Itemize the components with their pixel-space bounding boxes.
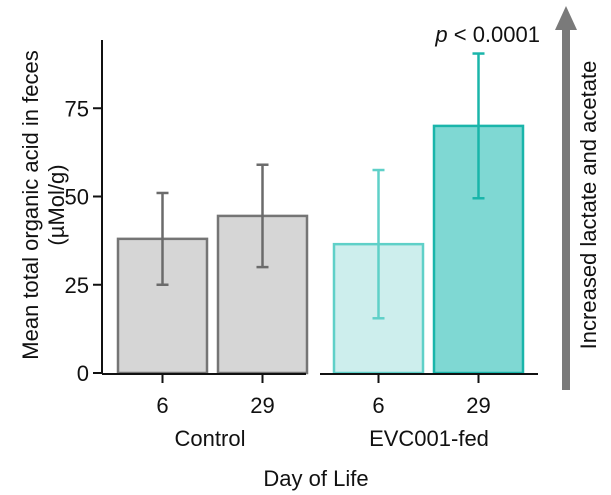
- x-axis-label: Day of Life: [263, 466, 368, 491]
- arrow-head-icon: [555, 6, 577, 30]
- x-tick-label: 6: [156, 393, 168, 418]
- x-tick-label: 29: [250, 393, 274, 418]
- x-tick-label: 29: [466, 393, 490, 418]
- increase-arrow: [555, 6, 577, 390]
- group-label: EVC001-fed: [369, 426, 489, 451]
- error-bars-layer: [156, 52, 485, 320]
- y-tick-label: 25: [65, 273, 89, 298]
- y-tick-label: 75: [65, 96, 89, 121]
- y-axis-ticks: 0 25 50 75: [65, 96, 102, 386]
- x-tick-label: 6: [372, 393, 384, 418]
- y-axis-label: Mean total organic acid in feces: [18, 50, 43, 359]
- p-value-annotation: p < 0.0001: [434, 22, 540, 47]
- x-axis: Control 6 29 EVC001-fed 6 29: [102, 373, 538, 451]
- y-tick-label: 50: [65, 185, 89, 210]
- y-tick-label: 0: [77, 361, 89, 386]
- bars-layer: [116, 124, 525, 375]
- y-axis-label-unit: (µMol/g): [44, 164, 69, 245]
- group-label: Control: [175, 426, 246, 451]
- arrow-shaft: [562, 28, 570, 390]
- arrow-label: Increased lactate and acetate: [576, 61, 601, 350]
